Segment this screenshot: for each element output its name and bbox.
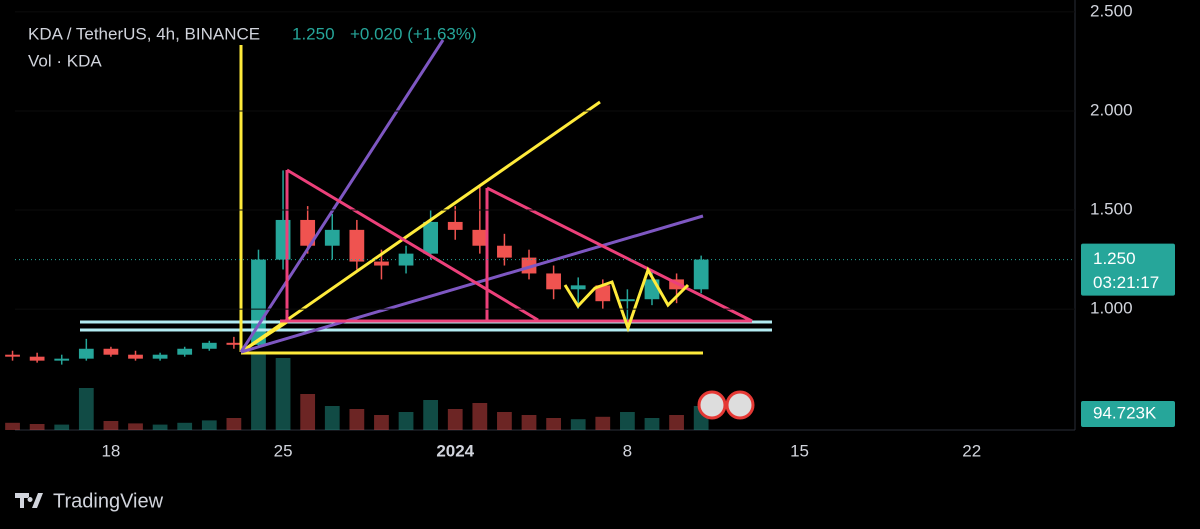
volume-bar — [595, 416, 611, 430]
flag-icon[interactable] — [697, 390, 727, 420]
event-icons — [697, 390, 755, 420]
candle-body — [54, 358, 70, 361]
candle-body — [570, 285, 586, 290]
volume-bar — [521, 415, 537, 430]
volume-bar — [447, 409, 463, 430]
candle-body — [201, 342, 217, 349]
volume-bar — [5, 422, 20, 430]
volume-bar — [177, 422, 193, 430]
candle-body — [398, 253, 414, 266]
volume-bar — [29, 424, 45, 430]
candle-body — [644, 279, 660, 300]
header-price: 1.250 — [292, 24, 335, 43]
candle-body — [620, 299, 635, 302]
x-tick-label: 25 — [274, 441, 293, 460]
volume-bar — [497, 412, 512, 430]
candle-body — [226, 342, 242, 345]
volume-bar — [78, 388, 94, 430]
y-tick-label: 1.000 — [1090, 299, 1133, 318]
trend-line — [239, 39, 445, 353]
trend-line — [240, 214, 704, 354]
volume-bar — [546, 418, 561, 430]
candle-body — [447, 221, 463, 230]
header-change: +0.020 (+1.63%) — [350, 24, 477, 43]
volume-title: Vol · KDA — [28, 51, 102, 70]
volume-bar — [128, 423, 143, 430]
x-tick-label: 22 — [962, 441, 981, 460]
candle-body — [152, 354, 168, 359]
x-tick-label: 18 — [101, 441, 120, 460]
axes: 1.000 1.500 2.000 2.500 18 25 2024 8 15 22 1.250 03… — [15, 1, 1175, 460]
last-price-label: 1.250 — [1093, 249, 1136, 268]
candle-body — [693, 259, 709, 290]
volume-bar — [324, 406, 340, 430]
x-tick-label: 8 — [623, 441, 632, 460]
volume-bar — [226, 418, 242, 430]
volume-bar — [398, 412, 414, 430]
candle-body — [128, 354, 143, 359]
volume-bar — [423, 400, 439, 430]
volume-bar — [103, 421, 119, 430]
candle-body — [423, 221, 439, 254]
candle-body — [595, 285, 611, 302]
volume-bar — [251, 352, 266, 430]
candles — [5, 170, 709, 430]
candle-body — [374, 261, 389, 266]
y-tick-label: 2.000 — [1090, 100, 1133, 119]
x-tick-label: 2024 — [436, 441, 474, 460]
candle-body — [472, 229, 488, 246]
candle-body — [177, 348, 193, 355]
volume-bar — [669, 415, 684, 430]
volume-bar — [201, 420, 217, 430]
volume-bar — [620, 412, 635, 430]
pattern-line — [563, 266, 690, 333]
y-tick-label: 2.500 — [1090, 1, 1133, 20]
candle-body — [300, 219, 316, 246]
y-tick-label: 1.500 — [1090, 200, 1133, 219]
volume-bar — [472, 403, 488, 430]
trend-line — [240, 100, 601, 354]
candle-body — [546, 273, 561, 290]
volume-bar — [644, 418, 660, 430]
x-tick-label: 15 — [790, 441, 809, 460]
volume-bar — [349, 409, 365, 430]
volume-bar — [275, 358, 291, 430]
volume-bar — [152, 424, 168, 430]
symbol-title: KDA / TetherUS, 4h, BINANCE — [28, 24, 260, 43]
candle-body — [103, 348, 119, 355]
volume-bar — [300, 394, 316, 430]
volume-bar — [54, 424, 70, 430]
countdown: 03:21:17 — [1093, 273, 1159, 292]
flag-icon[interactable] — [725, 390, 755, 420]
last-price-box — [1081, 243, 1175, 296]
candle-body — [5, 354, 20, 357]
brand: TradingView — [15, 490, 164, 512]
volume-box — [1081, 401, 1175, 427]
candle-body — [29, 356, 45, 361]
candle-body — [349, 229, 365, 262]
candle-body — [78, 348, 94, 359]
candle-body — [324, 229, 340, 246]
volume-label: 94.723K — [1093, 403, 1157, 422]
candle-body — [497, 245, 512, 258]
brand-name: TradingView — [53, 490, 164, 512]
volume-bar — [374, 415, 389, 430]
volume-bar — [570, 419, 586, 430]
brand-logo — [15, 493, 43, 508]
trend-line — [286, 168, 539, 322]
trend-line — [240, 320, 288, 354]
